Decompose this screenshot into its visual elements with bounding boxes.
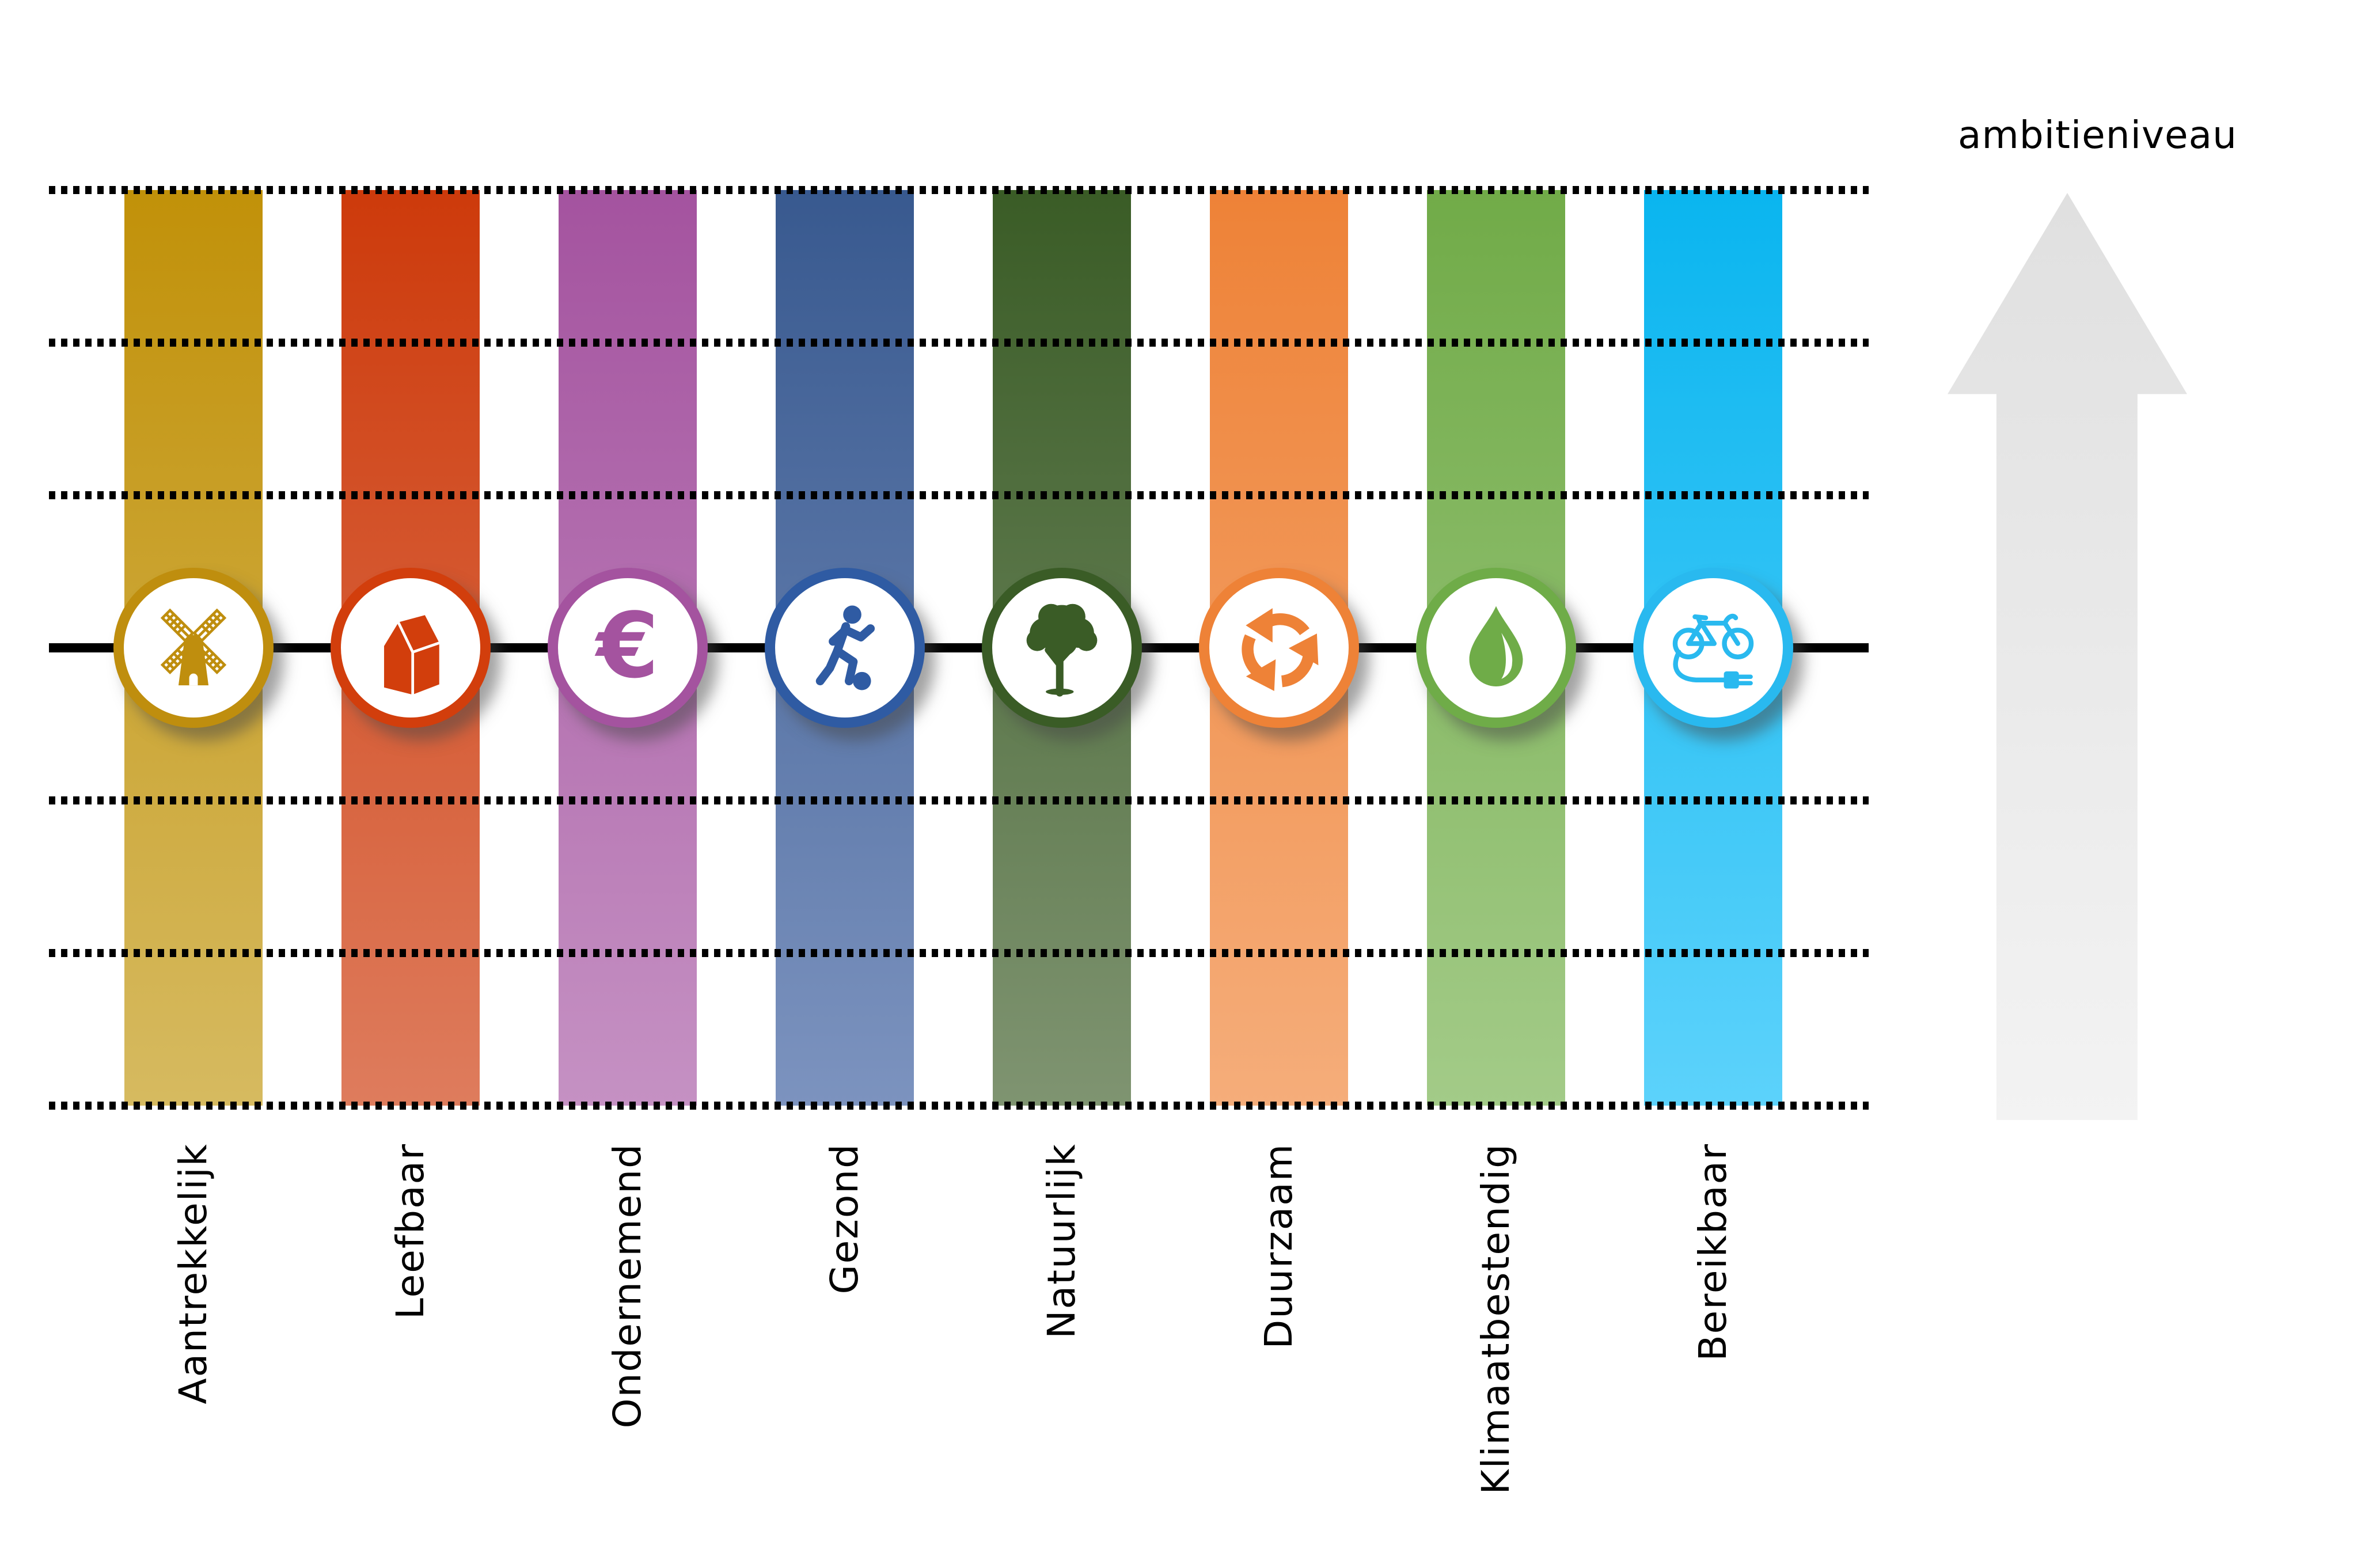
pillar-badge-leefbaar [331, 568, 491, 728]
windmill-icon [160, 608, 227, 686]
pillar-label-gezond: Gezond [822, 1143, 867, 1295]
pillar-label-aantrekkelijk: Aantrekkelijk [171, 1143, 215, 1404]
gridline-dotted [49, 186, 1869, 194]
ebike-plug-icon [1672, 613, 1754, 689]
water-drop-icon [1469, 606, 1523, 686]
svg-text:€: € [595, 594, 659, 698]
pillar-badge-natuurlijk [982, 568, 1142, 728]
house-icon [381, 612, 442, 698]
pillar-label-ondernemend: Ondernemend [605, 1143, 650, 1429]
pillar-label-natuurlijk: Natuurlijk [1039, 1143, 1084, 1339]
baseline [49, 643, 1869, 652]
pillar-label-bereikbaar: Bereikbaar [1691, 1143, 1735, 1361]
euro-icon: € [595, 594, 659, 698]
ambition-arrow-up-icon [1948, 193, 2187, 1120]
pillar-badge-duurzaam [1199, 568, 1359, 728]
pillar-badge-gezond [765, 568, 925, 728]
pillar-badge-bereikbaar [1633, 568, 1793, 728]
gridline-dotted [49, 339, 1869, 347]
pillar-badge-klimaatbestendig [1416, 568, 1576, 728]
pillar-label-duurzaam: Duurzaam [1257, 1143, 1301, 1349]
gridline-dotted [49, 491, 1869, 499]
pillar-badge-aantrekkelijk [113, 568, 274, 728]
gridline-dotted [49, 796, 1869, 804]
gridline-dotted [49, 1102, 1869, 1110]
gridline-dotted [49, 949, 1869, 957]
ambition-axis-label: ambitieniveau [1958, 113, 2237, 157]
pillar-label-leefbaar: Leefbaar [388, 1143, 432, 1319]
soccer-player-icon [815, 605, 875, 690]
tree-icon [1026, 603, 1098, 697]
pillar-label-klimaatbestendig: Klimaatbestendig [1474, 1143, 1518, 1495]
recycle-icon [1242, 608, 1319, 692]
pillar-badge-ondernemend: € [548, 568, 708, 728]
